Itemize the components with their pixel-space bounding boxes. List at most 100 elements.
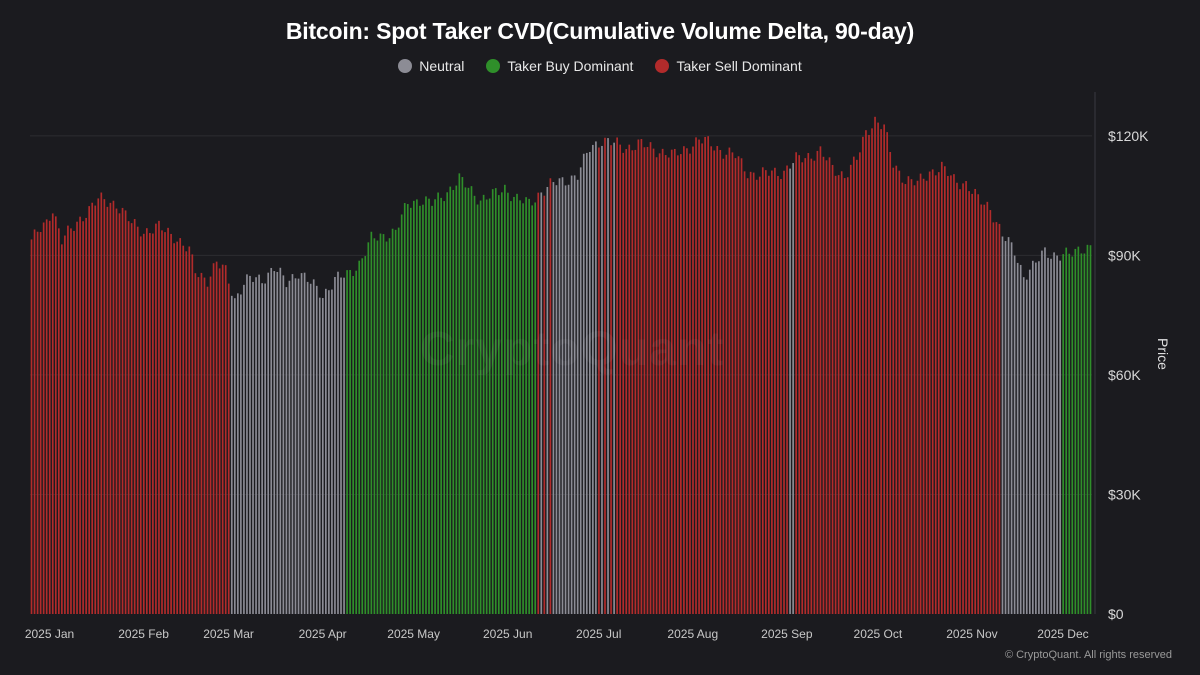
- bar: [743, 171, 746, 614]
- bar: [513, 196, 515, 614]
- bar: [349, 270, 351, 614]
- bar: [1086, 244, 1089, 614]
- bar: [82, 221, 84, 615]
- bar: [522, 203, 524, 614]
- bar: [1032, 260, 1034, 614]
- bar: [588, 151, 591, 615]
- bar: [431, 205, 433, 614]
- bar: [947, 175, 949, 614]
- bar: [704, 136, 706, 614]
- bar: [303, 272, 306, 614]
- bar: [1068, 253, 1071, 615]
- bar: [48, 220, 51, 614]
- bar: [1074, 248, 1077, 614]
- bar: [291, 274, 294, 614]
- bar: [543, 195, 546, 614]
- bar: [282, 275, 285, 614]
- bar: [57, 228, 60, 615]
- bar: [768, 175, 770, 614]
- bar: [965, 181, 967, 615]
- bar: [130, 223, 133, 614]
- bar: [989, 210, 992, 615]
- bar: [1062, 254, 1065, 614]
- bar: [898, 170, 901, 615]
- bar: [1083, 253, 1086, 614]
- bar: [191, 254, 194, 614]
- bar: [36, 231, 39, 615]
- bar: [449, 186, 452, 614]
- bar: [121, 207, 124, 614]
- bar: [255, 277, 257, 614]
- bar: [959, 189, 961, 614]
- bar: [455, 185, 458, 614]
- bar: [922, 178, 925, 614]
- bar: [470, 186, 473, 614]
- bar: [364, 256, 367, 614]
- x-tick-label: 2025 Jan: [25, 627, 74, 641]
- bar: [822, 156, 825, 615]
- legend-item-taker-buy[interactable]: Taker Buy Dominant: [486, 58, 633, 74]
- bar: [710, 146, 713, 614]
- bar: [264, 283, 266, 614]
- bar: [103, 199, 106, 614]
- bar: [39, 232, 42, 614]
- x-tick-label: 2025 Jun: [483, 627, 532, 641]
- bar: [30, 239, 33, 614]
- bar: [655, 157, 658, 614]
- bar: [370, 231, 373, 614]
- bar: [51, 213, 54, 615]
- bar: [252, 281, 254, 614]
- bar: [227, 283, 230, 614]
- bar: [155, 223, 157, 614]
- bar: [968, 191, 970, 614]
- bar: [97, 198, 100, 614]
- bar: [200, 272, 203, 614]
- legend-label-taker-buy: Taker Buy Dominant: [507, 58, 634, 74]
- bar: [297, 278, 300, 614]
- bar: [816, 150, 819, 615]
- x-tick-label: 2025 Oct: [854, 627, 903, 641]
- bar: [482, 194, 485, 614]
- bar: [215, 261, 218, 614]
- bar: [865, 130, 867, 614]
- bar: [713, 150, 716, 614]
- bar: [237, 293, 239, 614]
- legend-item-neutral[interactable]: Neutral: [398, 58, 464, 74]
- bar: [352, 276, 354, 614]
- bar: [45, 219, 48, 614]
- bar: [950, 175, 952, 614]
- bar: [145, 228, 148, 614]
- bar: [777, 175, 779, 614]
- bar: [880, 129, 882, 615]
- bar: [443, 201, 446, 614]
- bar: [789, 168, 791, 614]
- bar: [76, 221, 78, 614]
- bar: [616, 137, 618, 615]
- bar: [276, 272, 279, 614]
- bar: [719, 150, 722, 614]
- legend-swatch-neutral: [398, 59, 413, 73]
- bar: [901, 182, 904, 614]
- bar: [579, 167, 582, 614]
- bar: [306, 281, 309, 614]
- bar: [461, 177, 464, 615]
- bar: [425, 196, 427, 614]
- bar: [476, 204, 479, 614]
- bar: [343, 277, 345, 614]
- bar: [142, 233, 145, 614]
- bar: [962, 183, 964, 614]
- bar: [118, 213, 121, 614]
- bar: [494, 188, 497, 614]
- bar: [109, 202, 112, 615]
- legend-item-taker-sell[interactable]: Taker Sell Dominant: [655, 58, 802, 74]
- bar: [182, 245, 185, 614]
- bar: [834, 175, 837, 614]
- bar: [953, 174, 955, 614]
- bar: [567, 184, 570, 614]
- bar: [601, 145, 603, 614]
- bar: [346, 270, 348, 614]
- bar: [112, 200, 115, 615]
- bar: [598, 147, 600, 614]
- bar: [1025, 279, 1028, 614]
